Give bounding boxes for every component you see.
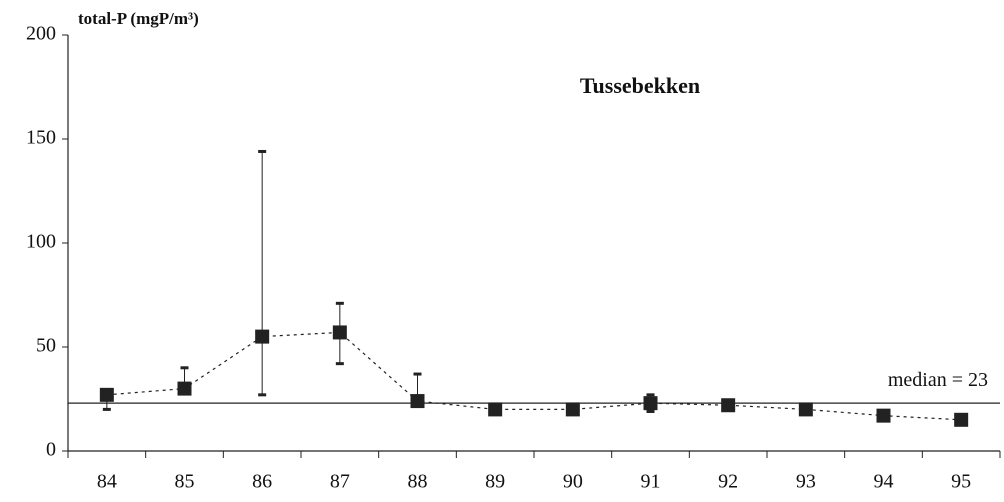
x-tick-label: 93 (796, 471, 816, 493)
x-tick-label: 87 (330, 471, 350, 493)
x-tick-label: 88 (408, 471, 428, 493)
marker (177, 381, 192, 396)
x-tick-label: 85 (175, 471, 195, 493)
marker (721, 398, 736, 413)
marker (643, 396, 658, 411)
x-tick-label: 89 (485, 471, 505, 493)
x-tick-label: 92 (718, 471, 738, 493)
y-tick-label: 200 (26, 23, 56, 45)
x-tick-label: 94 (874, 471, 894, 493)
marker (876, 408, 891, 423)
marker (488, 402, 503, 417)
marker (954, 412, 969, 427)
marker (99, 387, 114, 402)
y-tick-label: 0 (46, 439, 56, 461)
x-tick-label: 95 (951, 471, 971, 493)
marker (410, 394, 425, 409)
y-tick-label: 50 (36, 335, 56, 357)
x-tick-label: 90 (563, 471, 583, 493)
y-tick-label: 100 (26, 231, 56, 253)
chart-title: Tussebekken (580, 73, 700, 98)
marker (255, 329, 270, 344)
y-tick-label: 150 (26, 127, 56, 149)
y-axis-label: total-P (mgP/m³) (78, 9, 199, 28)
x-tick-label: 84 (97, 471, 117, 493)
median-label: median = 23 (888, 369, 988, 391)
marker (565, 402, 580, 417)
x-tick-label: 86 (252, 471, 272, 493)
marker (332, 325, 347, 340)
data-line (106, 331, 962, 421)
marker (798, 402, 813, 417)
x-tick-label: 91 (641, 471, 661, 493)
